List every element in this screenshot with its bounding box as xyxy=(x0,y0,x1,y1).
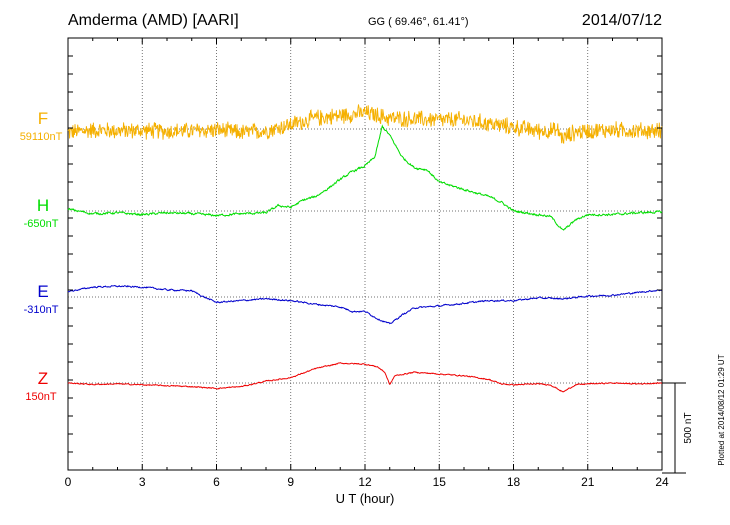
series-line-f xyxy=(67,104,663,144)
grid xyxy=(141,38,589,470)
x-tick-label: 18 xyxy=(507,475,521,489)
series-line-e xyxy=(67,284,663,325)
baseline-value-f: 59110nT xyxy=(20,131,63,143)
x-tick-label: 3 xyxy=(139,475,146,489)
station-title: Amderma (AMD) [AARI] xyxy=(68,12,239,29)
baseline-value-e: -310nT xyxy=(24,304,59,316)
series-line-h xyxy=(67,124,663,231)
baseline-value-h: -650nT xyxy=(24,218,59,230)
plotted-at-note: Plotted at 2014/08/12 01:29 UT xyxy=(717,354,726,465)
x-axis-title: U T (hour) xyxy=(336,491,395,506)
channel-label-e: E xyxy=(37,282,48,301)
x-tick-label: 12 xyxy=(358,475,372,489)
baseline-value-z: 150nT xyxy=(25,391,56,403)
series-line-z xyxy=(67,362,663,393)
axis-ticks: 0 3 6 9 12 15 18 21 24 xyxy=(65,38,669,489)
series-layer xyxy=(67,104,663,393)
scale-bar: 500 nT xyxy=(662,382,694,474)
x-tick-label: 15 xyxy=(433,475,447,489)
x-tick-label: 21 xyxy=(581,475,595,489)
x-tick-label: 9 xyxy=(287,475,294,489)
date-label: 2014/07/12 xyxy=(582,12,662,29)
channel-labels: F 59110nT H -650nT E -310nT Z 150nT xyxy=(20,109,63,403)
scale-bar-label: 500 nT xyxy=(683,412,694,443)
x-tick-label: 6 xyxy=(213,475,220,489)
coordinates-label: GG ( 69.46°, 61.41°) xyxy=(368,16,469,28)
x-tick-label: 24 xyxy=(655,475,669,489)
channel-label-z: Z xyxy=(38,369,48,388)
channel-label-h: H xyxy=(37,196,49,215)
channel-label-f: F xyxy=(38,109,48,128)
x-tick-label: 0 xyxy=(65,475,72,489)
baselines xyxy=(68,128,662,384)
